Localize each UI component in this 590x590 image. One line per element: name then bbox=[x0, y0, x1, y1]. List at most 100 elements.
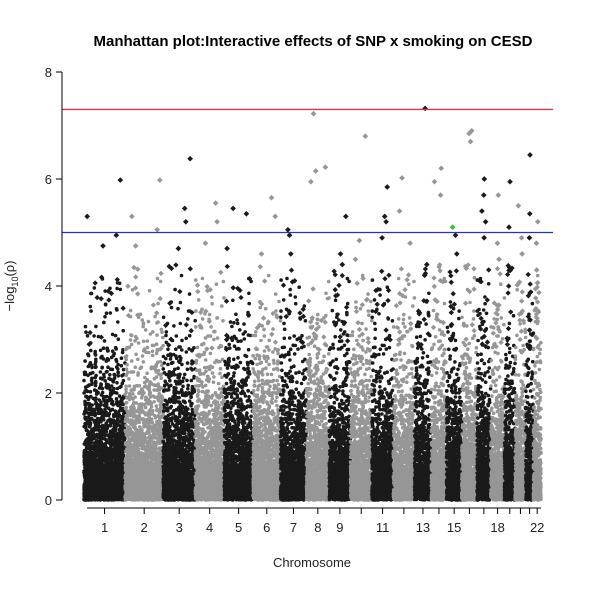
snp-point bbox=[145, 345, 150, 350]
snp-point bbox=[154, 404, 159, 408]
snp-point bbox=[152, 448, 157, 453]
data-points bbox=[82, 105, 543, 502]
snp-point bbox=[151, 394, 155, 398]
snp-point bbox=[149, 438, 153, 443]
snp-point bbox=[145, 371, 149, 376]
snp-point bbox=[101, 452, 105, 456]
snp-point bbox=[143, 328, 148, 332]
snp-point bbox=[156, 460, 161, 465]
snp-point bbox=[146, 478, 150, 483]
snp-point bbox=[98, 384, 103, 388]
snp-point bbox=[135, 440, 140, 445]
snp-point bbox=[133, 365, 138, 370]
snp-point bbox=[88, 423, 92, 427]
snp-point bbox=[121, 378, 126, 383]
snp-point bbox=[124, 413, 129, 418]
snp-point bbox=[105, 369, 109, 374]
snp-point bbox=[83, 415, 87, 420]
snp-point bbox=[132, 484, 136, 488]
snp-point bbox=[118, 287, 123, 292]
snp-point bbox=[99, 419, 103, 424]
snp-point bbox=[157, 295, 163, 302]
snp-point bbox=[158, 406, 163, 410]
snp-point bbox=[93, 447, 98, 451]
snp-point bbox=[146, 319, 151, 324]
snp-point bbox=[120, 305, 126, 311]
snp-point bbox=[147, 416, 152, 420]
snp-point bbox=[82, 378, 86, 383]
snp-point bbox=[88, 389, 93, 394]
snp-point bbox=[100, 429, 104, 433]
snp-point bbox=[164, 333, 168, 338]
snp-point bbox=[116, 320, 120, 324]
snp-point bbox=[94, 396, 98, 400]
snp-point bbox=[121, 367, 126, 372]
snp-point bbox=[89, 394, 93, 399]
snp-point bbox=[133, 395, 137, 399]
snp-point bbox=[185, 361, 190, 365]
snp-point bbox=[108, 474, 112, 479]
snp-point bbox=[88, 448, 93, 453]
snp-point bbox=[179, 273, 184, 278]
snp-point bbox=[92, 459, 97, 463]
snp-point bbox=[161, 335, 165, 340]
snp-point bbox=[137, 414, 141, 418]
snp-point bbox=[91, 428, 96, 432]
snp-point bbox=[93, 489, 97, 494]
snp-point bbox=[132, 406, 136, 411]
snp-point bbox=[113, 373, 117, 377]
snp-point bbox=[147, 350, 151, 355]
snp-point bbox=[124, 373, 128, 378]
snp-point bbox=[118, 468, 123, 473]
snp-point bbox=[127, 425, 131, 430]
snp-point bbox=[140, 428, 144, 433]
snp-point bbox=[154, 443, 158, 448]
snp-point bbox=[87, 457, 92, 461]
snp-point bbox=[144, 459, 149, 463]
chromosome-3-points bbox=[161, 155, 197, 502]
snp-point bbox=[157, 467, 161, 471]
snp-point bbox=[157, 391, 161, 396]
snp-point bbox=[103, 407, 107, 412]
snp-point bbox=[187, 292, 192, 296]
snp-point bbox=[140, 388, 145, 393]
snp-point bbox=[103, 379, 107, 383]
snp-point bbox=[156, 488, 161, 493]
snp-point bbox=[151, 429, 155, 434]
snp-top-hit bbox=[84, 213, 91, 220]
snp-point bbox=[93, 425, 98, 429]
snp-point bbox=[145, 469, 149, 474]
snp-point bbox=[114, 359, 119, 364]
snp-point bbox=[104, 490, 108, 495]
snp-point bbox=[159, 376, 163, 381]
snp-point bbox=[94, 442, 98, 446]
snp-point bbox=[150, 421, 154, 425]
snp-point bbox=[141, 446, 145, 451]
snp-point bbox=[135, 463, 140, 468]
snp-point bbox=[93, 362, 98, 366]
snp-point bbox=[98, 448, 102, 452]
snp-point bbox=[97, 405, 101, 409]
snp-point bbox=[104, 449, 109, 454]
snp-point bbox=[156, 398, 161, 403]
snp-point bbox=[124, 449, 129, 453]
snp-point bbox=[154, 492, 159, 497]
snp-point bbox=[133, 467, 138, 472]
snp-point bbox=[155, 360, 160, 365]
snp-point bbox=[107, 441, 112, 445]
snp-point bbox=[186, 386, 190, 391]
snp-point bbox=[148, 408, 152, 412]
snp-point bbox=[133, 457, 137, 462]
snp-point bbox=[92, 467, 96, 472]
snp-point bbox=[119, 363, 124, 368]
snp-point bbox=[138, 425, 142, 429]
snp-point bbox=[112, 452, 117, 456]
snp-point bbox=[153, 383, 158, 388]
snp-point bbox=[115, 286, 119, 291]
snp-top-hit bbox=[113, 232, 120, 239]
snp-point bbox=[137, 452, 142, 457]
snp-point bbox=[104, 382, 109, 387]
snp-point bbox=[129, 333, 134, 338]
snp-point bbox=[92, 280, 98, 286]
snp-point bbox=[157, 451, 161, 455]
